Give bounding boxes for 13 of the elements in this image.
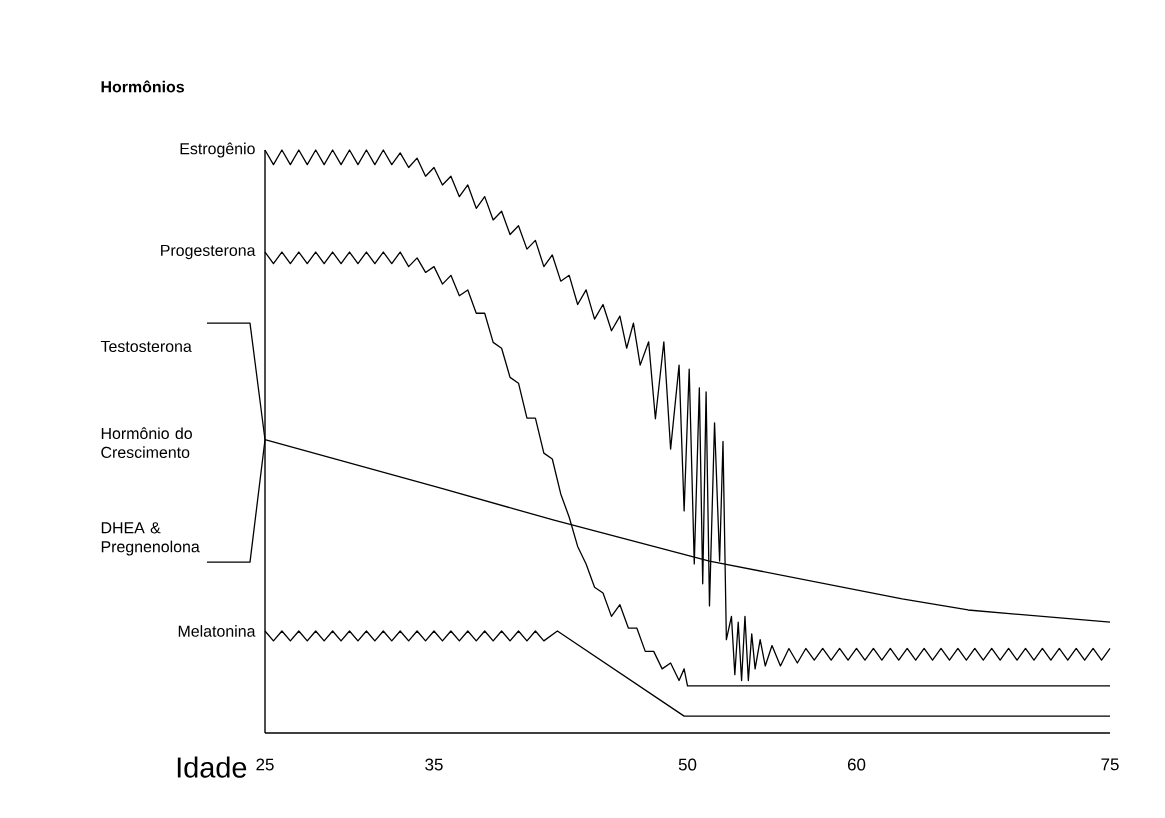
x-tick-label: 35 <box>425 758 443 771</box>
series-label: Estrogênio <box>180 142 255 158</box>
text: DHEA & Pregnenolona <box>101 522 200 556</box>
x-axis-title: Idade <box>177 756 247 778</box>
chart-title: Hormônios <box>101 80 184 93</box>
text: Hormônio do Crescimento <box>101 427 192 459</box>
x-tick-label: 75 <box>1101 758 1119 771</box>
x-tick-label: 25 <box>256 758 274 771</box>
x-tick-label: 60 <box>847 758 866 771</box>
series-label: Melatonina <box>178 625 256 637</box>
series-label: Progesterona <box>161 244 256 260</box>
text: Testosterona <box>100 340 192 353</box>
x-tick-label: 50 <box>678 758 697 771</box>
